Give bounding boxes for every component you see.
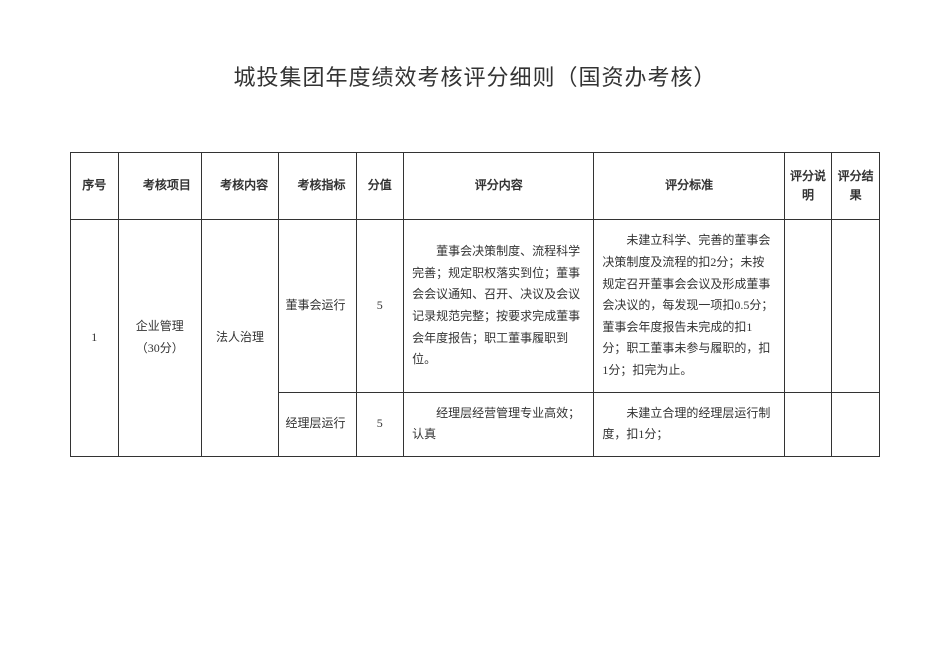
assessment-table: 序号 考核项目 考核内容 考核指标 分值 评分内容 评分标准 评分说明 评分结果…: [70, 152, 880, 457]
cell-result: [832, 392, 880, 456]
page-title: 城投集团年度绩效考核评分细则（国资办考核）: [70, 60, 880, 92]
cell-standard: 未建立科学、完善的董事会决策制度及流程的扣2分；未按规定召开董事会会议及形成董事…: [594, 220, 784, 392]
cell-explain: [784, 220, 832, 392]
header-seq: 序号: [71, 153, 119, 220]
cell-result: [832, 220, 880, 392]
cell-standard: 未建立合理的经理层运行制度，扣1分；: [594, 392, 784, 456]
cell-project: 企业管理（30分）: [118, 220, 201, 456]
cell-score: 5: [356, 220, 404, 392]
header-project: 考核项目: [118, 153, 201, 220]
cell-desc: 董事会决策制度、流程科学完善；规定职权落实到位；董事会会议通知、召开、决议及会议…: [404, 220, 594, 392]
header-standard: 评分标准: [594, 153, 784, 220]
cell-explain: [784, 392, 832, 456]
cell-index: 董事会运行: [279, 220, 356, 392]
header-index: 考核指标: [279, 153, 356, 220]
header-explain: 评分说明: [784, 153, 832, 220]
cell-desc: 经理层经营管理专业高效；认真: [404, 392, 594, 456]
header-result: 评分结果: [832, 153, 880, 220]
header-score: 分值: [356, 153, 404, 220]
header-desc: 评分内容: [404, 153, 594, 220]
table-row: 1 企业管理（30分） 法人治理 董事会运行 5 董事会决策制度、流程科学完善；…: [71, 220, 880, 392]
cell-seq: 1: [71, 220, 119, 456]
table-header-row: 序号 考核项目 考核内容 考核指标 分值 评分内容 评分标准 评分说明 评分结果: [71, 153, 880, 220]
cell-content: 法人治理: [201, 220, 278, 456]
header-content: 考核内容: [201, 153, 278, 220]
cell-score: 5: [356, 392, 404, 456]
cell-index: 经理层运行: [279, 392, 356, 456]
